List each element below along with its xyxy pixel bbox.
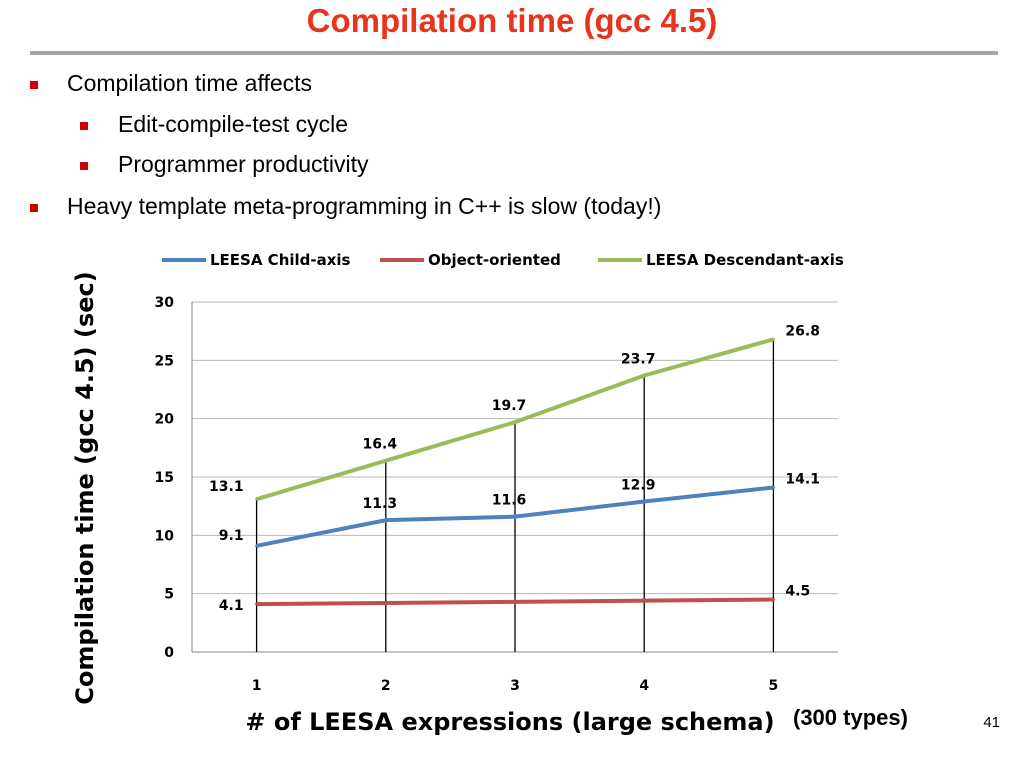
y-tick-label: 20: [155, 412, 175, 428]
data-point: [513, 515, 517, 519]
data-label: 23.7: [621, 352, 656, 368]
x-tick-label: 1: [252, 678, 262, 694]
legend-label: LEESA Child-axis: [210, 251, 351, 269]
data-label: 14.1: [785, 472, 820, 488]
data-label: 4.5: [785, 584, 810, 600]
y-tick-label: 25: [155, 353, 174, 369]
data-point: [642, 599, 646, 603]
data-label: 13.1: [209, 479, 244, 495]
slide-title: Compilation time (gcc 4.5): [306, 2, 718, 39]
y-tick-label: 15: [155, 470, 174, 486]
data-point: [642, 500, 646, 503]
data-point: [255, 497, 259, 501]
data-label: 9.1: [219, 528, 244, 544]
data-point: [384, 601, 388, 605]
data-point: [771, 598, 775, 601]
data-point: [384, 518, 388, 522]
x-axis-title: # of LEESA expressions (large schema): [245, 708, 774, 736]
y-axis-title: Compilation time (gcc 4.5) (sec): [71, 271, 99, 704]
bullet-text: Compilation time affects: [67, 70, 313, 96]
schema-size-note: (300 types): [793, 705, 908, 730]
legend-label: Object-oriented: [428, 251, 561, 269]
x-tick-label: 3: [510, 678, 520, 694]
data-point: [642, 374, 646, 377]
bullet-square-icon: [80, 122, 88, 130]
x-tick-label: 4: [639, 678, 649, 694]
y-tick-label: 10: [155, 528, 175, 544]
data-label: 26.8: [785, 323, 820, 339]
title-divider: [30, 51, 998, 55]
data-label: 11.3: [363, 496, 398, 512]
bullet-square-icon: [80, 162, 88, 170]
data-point: [255, 602, 259, 606]
data-point: [384, 459, 388, 463]
data-label: 19.7: [492, 398, 527, 414]
x-tick-label: 2: [381, 678, 391, 694]
bullet-square-icon: [30, 204, 38, 212]
data-point: [513, 420, 517, 424]
slide-number: 41: [983, 714, 1000, 731]
bullet-text: Programmer productivity: [118, 151, 369, 177]
x-tick-label: 5: [769, 678, 779, 694]
legend-label: LEESA Descendant-axis: [646, 251, 844, 269]
data-point: [771, 486, 775, 489]
data-label: 16.4: [363, 437, 398, 453]
data-label: 4.1: [219, 598, 244, 614]
y-tick-label: 0: [164, 645, 174, 661]
data-point: [513, 600, 517, 604]
data-point: [255, 544, 259, 548]
data-label: 12.9: [621, 478, 656, 494]
data-label: 11.6: [492, 493, 527, 509]
bullet-square-icon: [30, 81, 38, 89]
bullet-text: Heavy template meta-programming in C++ i…: [67, 193, 662, 219]
y-tick-label: 30: [155, 295, 175, 311]
data-point: [771, 337, 775, 341]
bullet-text: Edit-compile-test cycle: [118, 111, 349, 137]
y-tick-label: 5: [164, 587, 174, 603]
